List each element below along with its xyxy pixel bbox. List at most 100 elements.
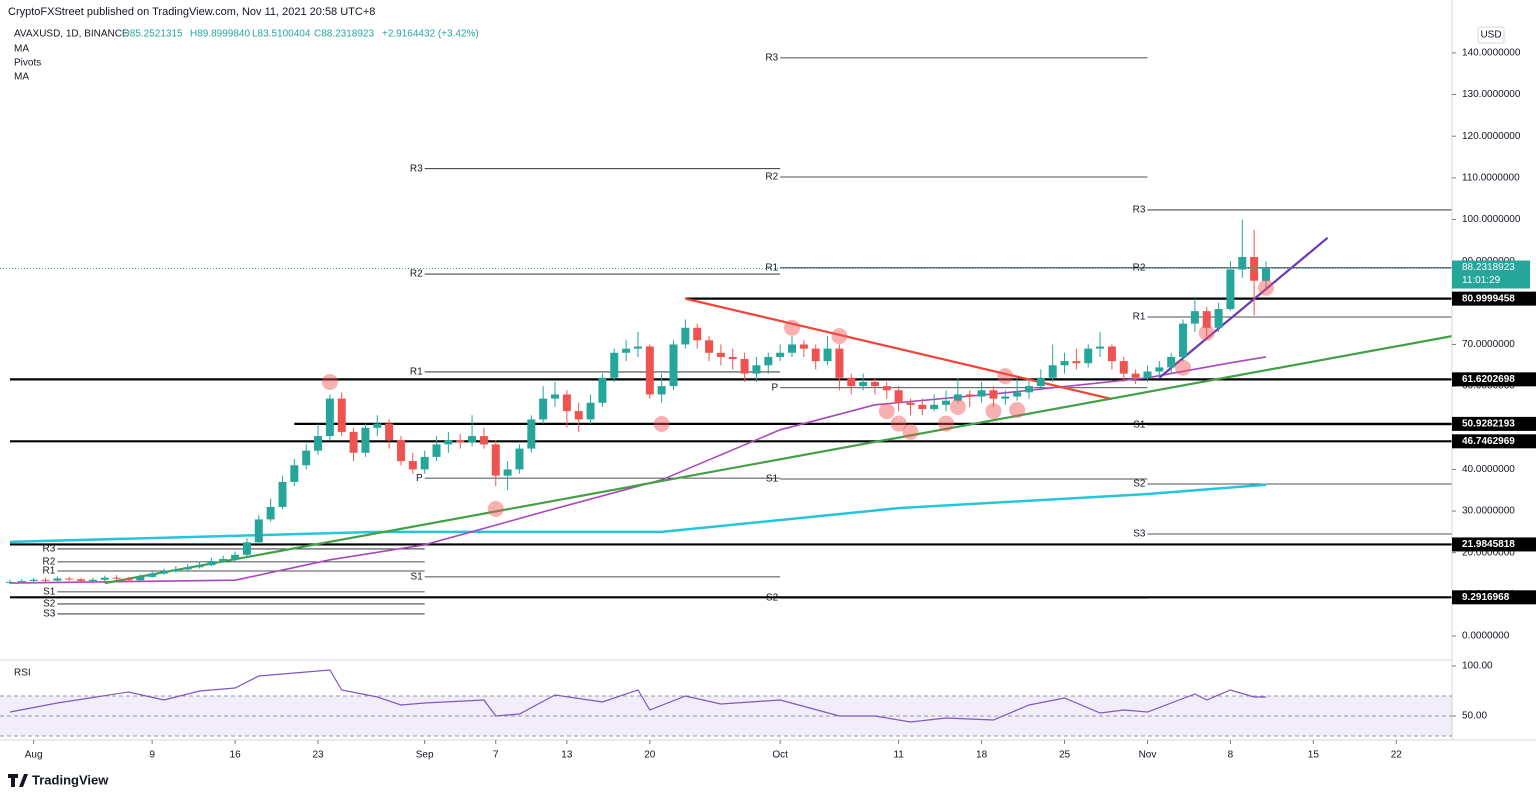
x-tick-label: Oct (772, 750, 788, 761)
candle-body (349, 431, 358, 453)
candle-body (231, 554, 240, 559)
pivot-label: R1 (410, 367, 423, 378)
candle-body (764, 356, 773, 366)
level-label: 9.2916968 (1462, 592, 1510, 603)
y-tick-label: 0.0000000 (1462, 631, 1510, 642)
level-box (1452, 537, 1536, 552)
level-label: 61.6202698 (1462, 374, 1515, 385)
highlight (949, 398, 966, 415)
x-tick-label: 13 (561, 750, 573, 761)
highlight (1257, 279, 1274, 296)
candle-body (930, 404, 939, 410)
indicator: MA (14, 44, 29, 55)
candle-body (159, 571, 168, 574)
candle-body (1190, 311, 1199, 324)
indicator: MA (14, 72, 29, 83)
y-tick-label: 110.0000000 (1462, 172, 1520, 183)
pivot-label: S2 (43, 599, 56, 610)
currency: USD (1480, 30, 1501, 41)
highlight (997, 368, 1014, 385)
candle-body (610, 352, 619, 378)
candle-body (1261, 268, 1270, 281)
candle-body (728, 356, 737, 360)
publisher: CryptoFXStreet published on TradingView.… (8, 6, 375, 18)
candle-body (29, 579, 38, 582)
x-tick-label: Sep (416, 750, 434, 761)
level-label: 50.9282193 (1462, 419, 1515, 430)
highlight (890, 415, 907, 432)
pivot-label: R3 (410, 163, 423, 174)
candle-body (574, 411, 583, 420)
x-tick-label: 20 (644, 750, 656, 761)
candle-body (77, 579, 86, 582)
candle-body (942, 400, 951, 405)
candle-body (681, 327, 690, 345)
candle-body (17, 581, 26, 583)
candle-body (740, 359, 749, 374)
candle-body (53, 578, 62, 581)
candle-body (527, 419, 536, 449)
highlight (985, 403, 1002, 420)
pivot-label: R2 (410, 269, 423, 280)
ohlc-open: O85.2521315 (122, 29, 183, 40)
candle-body (373, 423, 382, 428)
pivot-label: S1 (43, 586, 56, 597)
candle-body (693, 327, 702, 341)
pivot-label: R1 (765, 262, 778, 273)
x-tick-label: 18 (976, 750, 988, 761)
level-label: 80.9999458 (1462, 293, 1515, 304)
candle-body (633, 346, 642, 349)
candle-body (657, 386, 666, 395)
candle-body (100, 577, 109, 580)
y-tick-label: 20.0000000 (1462, 547, 1515, 558)
highlight (321, 373, 338, 390)
candle-body (5, 581, 14, 583)
candle-body (1107, 346, 1116, 362)
candle-body (420, 456, 429, 470)
pivot-label: S3 (43, 609, 56, 620)
level-box (1452, 590, 1536, 605)
candle-body (551, 394, 560, 399)
candle-body (1060, 361, 1069, 366)
candle-body (41, 579, 50, 581)
brand: TradingView (32, 772, 109, 787)
candle-body (432, 444, 441, 457)
highlight (784, 319, 800, 336)
candle-body (1131, 373, 1140, 378)
pivot-label: R1 (43, 566, 56, 577)
pivot-label: R2 (765, 172, 778, 183)
candle-body (479, 436, 488, 445)
candle-body (847, 377, 856, 387)
x-tick-label: Aug (25, 750, 43, 761)
pivot-label: S2 (1133, 479, 1146, 490)
candle-body (1001, 396, 1010, 399)
level-box (1452, 372, 1536, 387)
candle-body (456, 440, 465, 443)
candle-body (1155, 367, 1164, 372)
highlight (878, 403, 895, 420)
pivot-label: R1 (1133, 312, 1146, 323)
candle-body (1214, 309, 1223, 328)
candle-body (112, 577, 121, 579)
x-tick-label: 11 (893, 750, 904, 761)
candle-body (716, 352, 725, 357)
level-box (1452, 434, 1536, 449)
candle-body (823, 348, 832, 362)
pivot-label: P (771, 382, 778, 393)
candle-body (278, 481, 287, 507)
candle-body (195, 565, 204, 568)
y-tick-label: 130.0000000 (1462, 89, 1521, 100)
pivot-label: R2 (1133, 262, 1146, 273)
ohlc-low: L83.5100404 (252, 29, 311, 40)
ohlc-high: H89.8999840 (190, 29, 250, 40)
trendline (1158, 236, 1329, 379)
pivot-label: S3 (1133, 529, 1146, 540)
candle-body (1013, 392, 1022, 397)
candle-body (136, 576, 145, 581)
candle-body (148, 573, 157, 577)
candle-body (752, 365, 761, 374)
candle-body (788, 344, 796, 353)
candle-body (385, 423, 394, 441)
trendline (104, 335, 1453, 585)
